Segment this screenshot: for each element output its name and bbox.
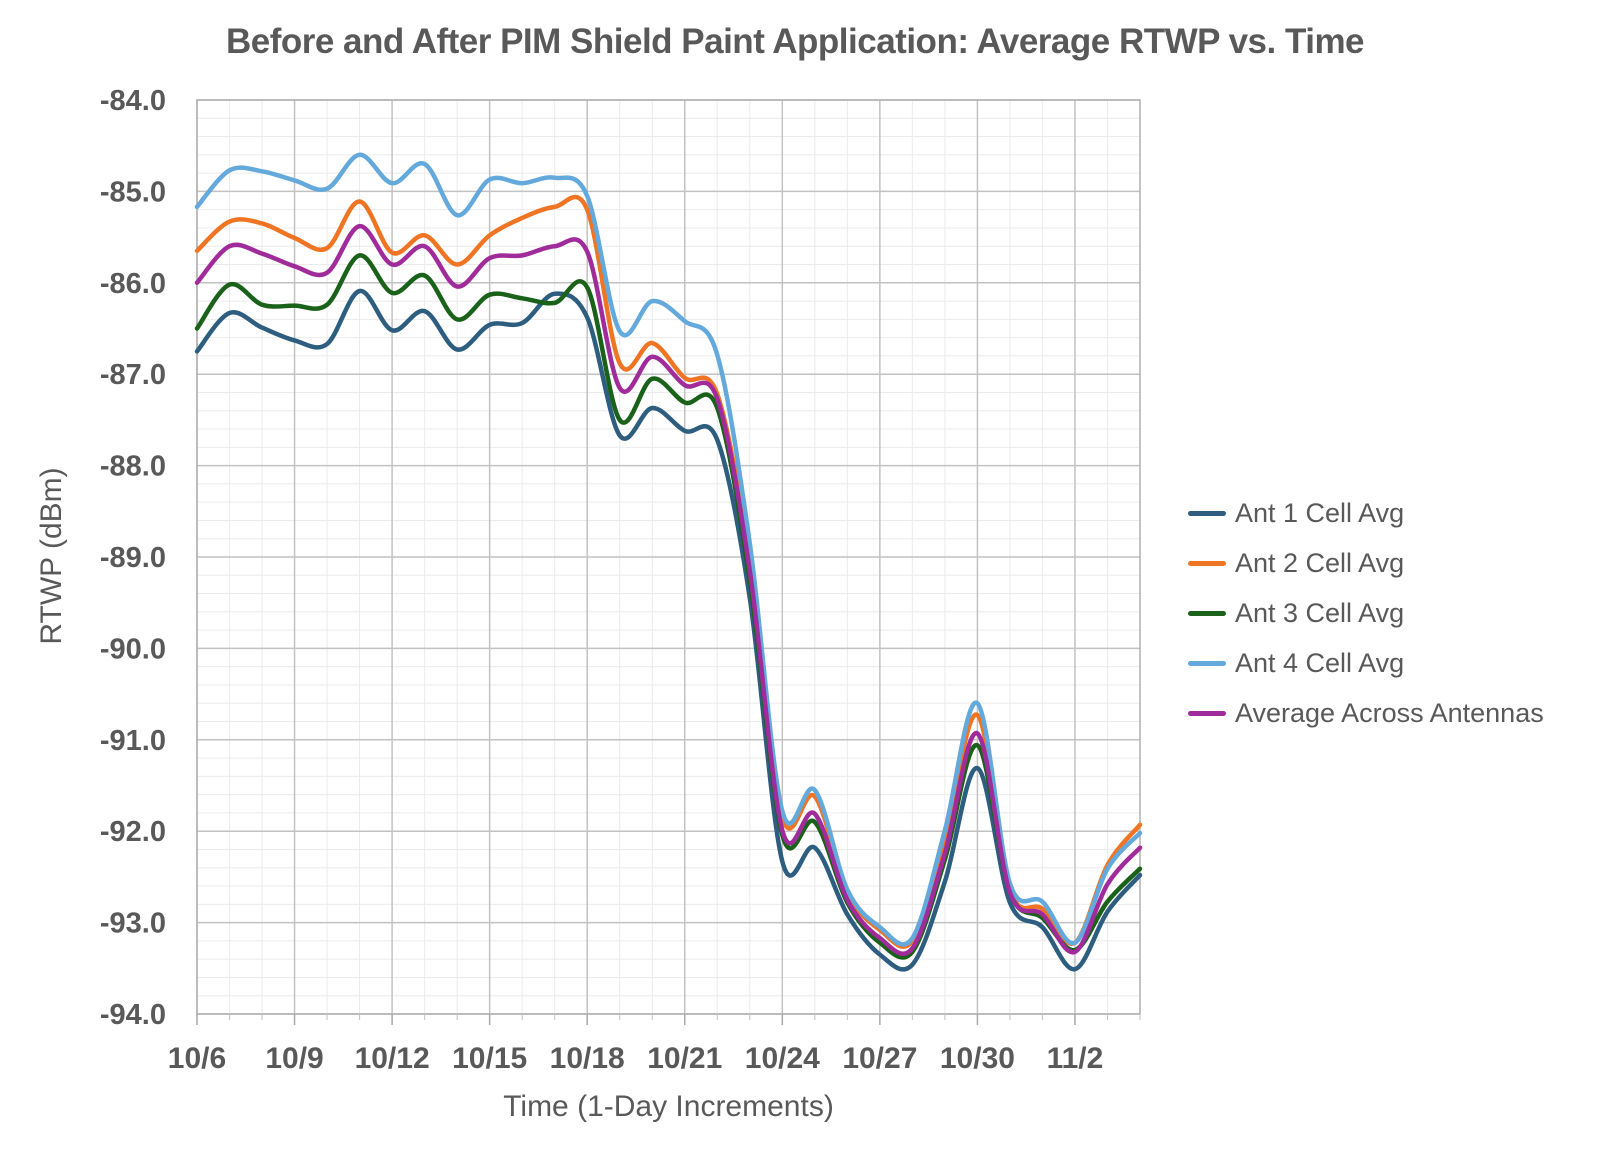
y-axis-title: RTWP (dBm) bbox=[35, 467, 68, 645]
x-axis-title: Time (1-Day Increments) bbox=[503, 1090, 834, 1123]
y-tick-label: -87.0 bbox=[100, 359, 166, 391]
y-tick-label: -91.0 bbox=[100, 725, 166, 757]
x-tick-label: 10/30 bbox=[940, 1042, 1015, 1075]
y-tick-label: -88.0 bbox=[100, 451, 166, 483]
legend-label: Ant 3 Cell Avg bbox=[1235, 597, 1405, 628]
x-tick-label: 10/24 bbox=[745, 1042, 820, 1075]
legend-item: Average Across Antennas bbox=[1188, 688, 1544, 738]
legend-item: Ant 2 Cell Avg bbox=[1188, 538, 1544, 588]
legend-item: Ant 1 Cell Avg bbox=[1188, 488, 1544, 538]
legend-swatch-ant-1 bbox=[1188, 510, 1226, 516]
series-line-average-across-antennas bbox=[194, 223, 1143, 956]
legend-label: Ant 1 Cell Avg bbox=[1235, 497, 1405, 528]
y-tick-label: -92.0 bbox=[100, 816, 166, 848]
y-tick-label: -85.0 bbox=[100, 176, 166, 208]
legend-item: Ant 4 Cell Avg bbox=[1188, 638, 1544, 688]
x-tick-label: 11/2 bbox=[1047, 1042, 1104, 1075]
series-line-ant-1-cell-avg bbox=[194, 288, 1143, 972]
y-tick-label: -86.0 bbox=[100, 268, 166, 300]
series-line-ant-3-cell-avg bbox=[194, 253, 1143, 960]
legend-item: Ant 3 Cell Avg bbox=[1188, 588, 1544, 638]
legend-swatch-ant-3 bbox=[1188, 610, 1226, 616]
y-tick-label: -90.0 bbox=[100, 633, 166, 665]
x-tick-label: 10/27 bbox=[842, 1042, 917, 1075]
legend-label: Average Across Antennas bbox=[1235, 697, 1544, 728]
x-tick-label: 10/18 bbox=[550, 1042, 625, 1075]
y-tick-label: -94.0 bbox=[100, 999, 166, 1031]
y-tick-label: -93.0 bbox=[100, 908, 166, 940]
legend-swatch-ant-4 bbox=[1188, 660, 1226, 666]
x-tick-label: 10/12 bbox=[355, 1042, 430, 1075]
x-tick-label: 10/15 bbox=[452, 1042, 527, 1075]
series-line-ant-4-cell-avg bbox=[194, 152, 1143, 947]
y-tick-label: -84.0 bbox=[100, 85, 166, 117]
legend-swatch-average bbox=[1188, 710, 1226, 716]
y-tick-label: -89.0 bbox=[100, 542, 166, 574]
chart-title: Before and After PIM Shield Paint Applic… bbox=[225, 22, 1365, 61]
x-tick-label: 10/6 bbox=[168, 1042, 226, 1075]
legend-swatch-ant-2 bbox=[1188, 560, 1226, 566]
plot-border bbox=[196, 99, 1141, 1015]
legend-label: Ant 4 Cell Avg bbox=[1235, 647, 1405, 678]
x-tick-label: 10/9 bbox=[265, 1042, 323, 1075]
x-tick-label: 10/21 bbox=[647, 1042, 722, 1075]
legend: Ant 1 Cell Avg Ant 2 Cell Avg Ant 3 Cell… bbox=[1188, 488, 1544, 738]
legend-label: Ant 2 Cell Avg bbox=[1235, 547, 1405, 578]
